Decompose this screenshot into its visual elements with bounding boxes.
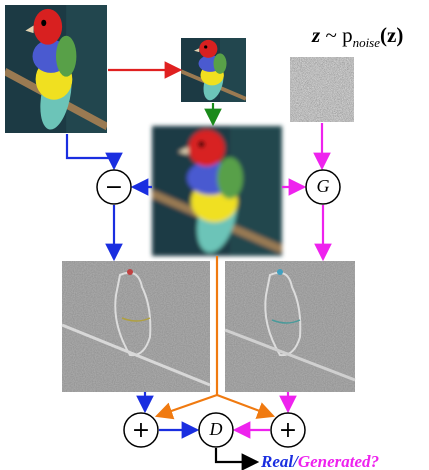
z-symbol: z — [311, 23, 321, 47]
question-mark: ? — [371, 452, 380, 470]
diagram: − G + D + z ~ pnoise(z) Real/Generated? — [0, 0, 429, 470]
discriminator-label: D — [209, 419, 223, 439]
noise-label: z ~ pnoise(z) — [311, 23, 403, 50]
tilde: ~ — [325, 23, 336, 47]
subscript: noise — [353, 35, 381, 50]
downsampled-image — [181, 38, 246, 102]
upsampled-image — [152, 126, 282, 257]
real-label: Real — [260, 452, 293, 470]
detail-image-real — [62, 261, 210, 392]
p-symbol: p — [342, 23, 353, 47]
detail-image-generated — [225, 261, 355, 392]
input-image — [5, 5, 107, 134]
subtract-label: − — [105, 175, 123, 200]
argument: (z) — [380, 23, 403, 47]
output-label: Real/Generated? — [260, 452, 379, 470]
noise-image — [290, 57, 354, 122]
add-label: + — [279, 418, 297, 443]
generated-label: Generated — [298, 452, 371, 470]
generator-label: G — [317, 176, 330, 196]
add-label: + — [132, 418, 150, 443]
